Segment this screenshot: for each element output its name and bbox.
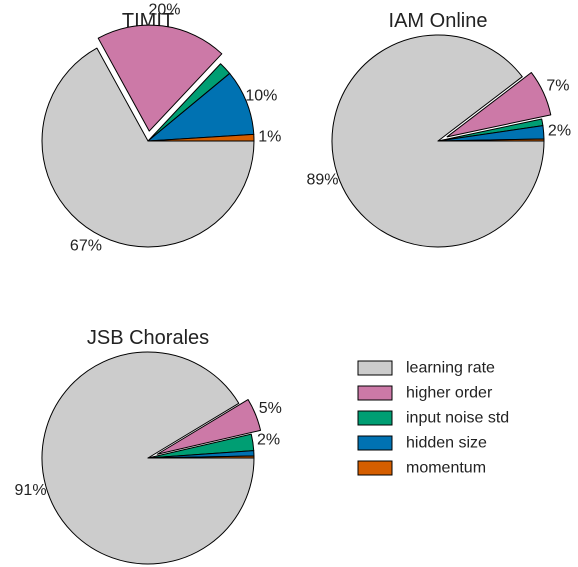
legend-swatch — [357, 435, 393, 451]
legend-item-hidden-size: hidden size — [357, 435, 487, 452]
slice-label-hidden-size: 2% — [548, 122, 571, 139]
slice-higher-order — [446, 72, 552, 138]
legend: learning rate higher order input noise std… — [357, 360, 509, 477]
slice-higher-order — [97, 24, 223, 132]
legend-label: hidden size — [406, 435, 487, 452]
slice-momentum — [147, 133, 255, 142]
slice-label-learning-rate: 89% — [307, 172, 339, 189]
slice-learning-rate — [41, 47, 255, 248]
slice-higher-order — [156, 399, 262, 455]
pie-jsb-chorales: JSB Chorales 91% 5% 2% — [15, 327, 282, 565]
legend-swatch — [357, 410, 393, 426]
slice-momentum — [147, 455, 255, 459]
legend-item-higher-order: higher order — [357, 385, 493, 402]
legend-label: momentum — [406, 460, 486, 477]
pie-iam-online: IAM Online 89% 7% 2% — [307, 10, 571, 248]
legend-label: higher order — [406, 385, 493, 402]
legend-item-learning-rate: learning rate — [357, 360, 495, 377]
slice-label-higher-order: 7% — [546, 77, 569, 94]
slice-momentum — [437, 138, 545, 142]
legend-swatch — [357, 460, 393, 476]
pie-title: IAM Online — [389, 10, 488, 32]
slice-label-higher-order: 5% — [259, 400, 282, 417]
slice-label-momentum: 1% — [258, 129, 281, 146]
slice-label-hidden-size: 10% — [245, 88, 277, 105]
slice-label-learning-rate: 67% — [70, 237, 102, 254]
legend-label: input noise std — [406, 410, 509, 427]
slice-label-learning-rate: 91% — [15, 482, 47, 499]
legend-label: learning rate — [406, 360, 495, 377]
pie-title: JSB Chorales — [87, 327, 209, 349]
legend-item-momentum: momentum — [357, 460, 486, 477]
legend-swatch — [357, 360, 393, 376]
slice-label-higher-order: 20% — [149, 2, 181, 19]
legend-item-input-noise-std: input noise std — [357, 410, 509, 427]
legend-swatch — [357, 385, 393, 401]
slice-label-input-noise-std: 2% — [257, 431, 280, 448]
